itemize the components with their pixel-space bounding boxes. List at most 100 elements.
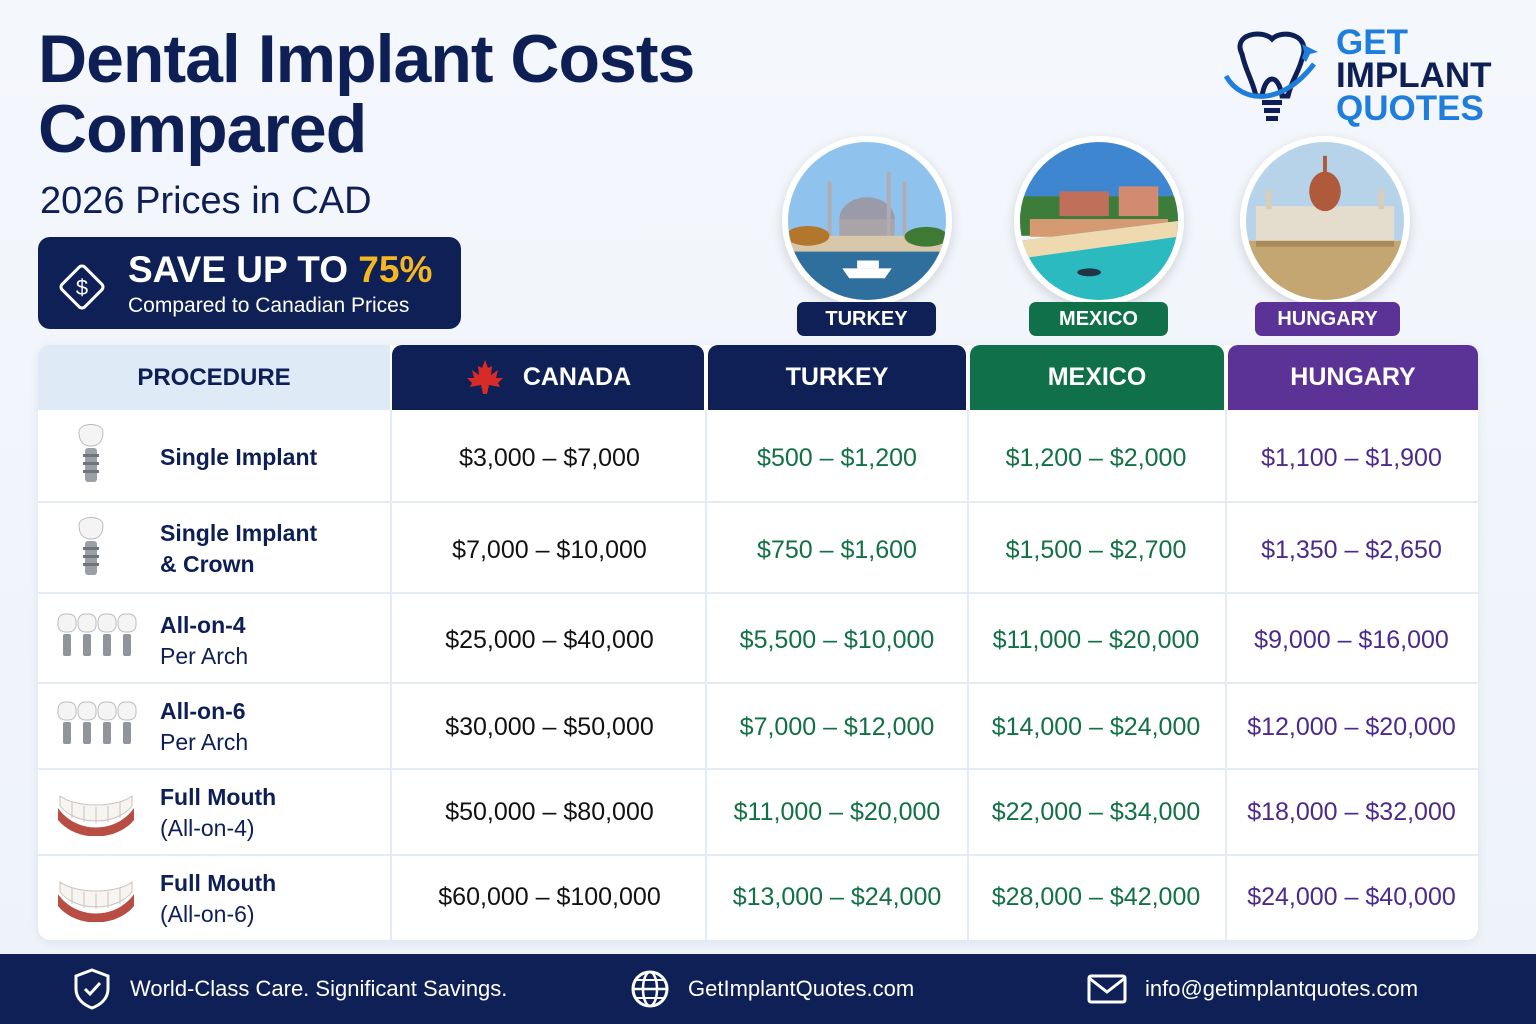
procedure-name: Full Mouth (All-on-6) — [160, 868, 276, 930]
hungary-price: $1,100 – $1,900 — [1261, 444, 1442, 472]
hungary-price: $1,350 – $2,650 — [1261, 536, 1442, 564]
turkey-photo — [782, 136, 952, 306]
canada-price: $60,000 – $100,000 — [438, 883, 661, 911]
procedure-title: All-on-4 — [160, 612, 246, 638]
turkey-header-label: TURKEY — [785, 363, 889, 391]
procedure-subtitle: & Crown — [160, 551, 255, 577]
procedure-name: All-on-4 Per Arch — [160, 610, 248, 672]
implant-crown-icon — [78, 517, 104, 575]
savings-percent: 75% — [358, 249, 433, 290]
title-line-1: Dental Implant Costs — [38, 21, 695, 97]
column-divider — [967, 410, 969, 940]
hungary-badge: HUNGARY — [1255, 302, 1400, 336]
turkey-price: $5,500 – $10,000 — [739, 626, 935, 654]
budapest-parliament-image — [1246, 142, 1404, 300]
mexico-price: $14,000 – $24,000 — [991, 713, 1201, 741]
logo-line-3: QUOTES — [1336, 89, 1484, 128]
procedure-title: Single Implant — [160, 444, 318, 470]
procedure-title: All-on-6 — [160, 698, 246, 724]
column-header-procedure: PROCEDURE — [38, 345, 390, 410]
globe-icon — [631, 970, 669, 1008]
canada-header-label: CANADA — [522, 363, 632, 391]
column-header-mexico: MEXICO — [970, 345, 1224, 410]
logo-line-2: IMPLANT — [1336, 56, 1492, 95]
hungary-photo — [1240, 136, 1410, 306]
savings-headline: SAVE UP TO 75% — [128, 249, 432, 291]
procedure-title: Full Mouth — [160, 784, 277, 810]
all-on-6-icon — [57, 701, 137, 744]
mexico-photo — [1014, 136, 1184, 306]
procedure-subtitle: Per Arch — [160, 729, 249, 755]
footer-tagline: World-Class Care. Significant Savings. — [72, 954, 507, 1024]
column-header-turkey: TURKEY — [708, 345, 966, 410]
column-divider — [390, 410, 392, 940]
row-divider — [38, 592, 1478, 594]
brand-logo[interactable]: GET IMPLANT QUOTES — [1222, 24, 1502, 134]
row-divider — [38, 768, 1478, 770]
row-divider — [38, 501, 1478, 503]
canada-price: $30,000 – $50,000 — [445, 713, 654, 741]
hungary-price: $18,000 – $32,000 — [1247, 798, 1456, 826]
column-divider — [705, 410, 707, 940]
tooth-plane-icon — [1223, 31, 1318, 121]
procedure-subtitle: (All-on-4) — [160, 815, 255, 841]
procedure-subtitle: (All-on-6) — [160, 901, 255, 927]
footer-email-link[interactable]: info@getimplantquotes.com — [1087, 954, 1418, 1024]
hungary-header-label: HUNGARY — [1290, 363, 1416, 391]
row-divider — [38, 682, 1478, 684]
mexico-price: $1,200 – $2,000 — [1005, 444, 1187, 472]
page-subtitle: 2026 Prices in CAD — [40, 180, 372, 222]
hungary-price: $12,000 – $20,000 — [1247, 713, 1456, 741]
table-row: Full Mouth (All-on-6) $60,000 – $100,000… — [38, 856, 1478, 940]
turkey-price: $11,000 – $20,000 — [733, 798, 941, 826]
hungary-price: $9,000 – $16,000 — [1254, 626, 1449, 654]
denture-icon — [58, 795, 134, 836]
single-implant-icon — [78, 424, 104, 482]
turkey-badge: TURKEY — [797, 302, 936, 336]
logo-text: GET IMPLANT QUOTES — [1336, 23, 1492, 128]
mexico-price: $1,500 – $2,700 — [1005, 536, 1187, 564]
procedure-title: Full Mouth — [160, 870, 277, 896]
email-text: info@getimplantquotes.com — [1145, 976, 1419, 1001]
turkey-price: $500 – $1,200 — [757, 444, 917, 472]
maple-leaf-icon — [466, 359, 503, 394]
procedure-header-label: PROCEDURE — [137, 363, 291, 391]
page-title: Dental Implant Costs Compared — [38, 21, 695, 167]
shield-check-icon — [74, 968, 110, 1010]
all-on-4-icon — [57, 613, 137, 656]
table-row: All-on-6 Per Arch $30,000 – $50,000 $7,0… — [38, 684, 1478, 770]
row-divider — [38, 854, 1478, 856]
table-row: Single Implant $3,000 – $7,000 $500 – $1… — [38, 410, 1478, 503]
envelope-icon — [1087, 974, 1127, 1004]
canada-price: $25,000 – $40,000 — [445, 626, 654, 654]
price-table — [38, 345, 1478, 940]
istanbul-mosque-image — [788, 142, 946, 300]
savings-caption: Compared to Canadian Prices — [128, 294, 410, 317]
canada-price: $7,000 – $10,000 — [452, 536, 647, 564]
logo-line-1: GET — [1336, 23, 1408, 62]
procedure-name: Full Mouth (All-on-4) — [160, 782, 276, 844]
procedure-title: Single Implant — [160, 520, 318, 546]
denture-icon — [58, 881, 134, 922]
column-header-canada: CANADA — [392, 345, 704, 410]
column-divider — [1225, 410, 1227, 940]
turkey-price: $13,000 – $24,000 — [732, 883, 942, 911]
canada-price: $3,000 – $7,000 — [459, 444, 640, 472]
turkey-price: $750 – $1,600 — [757, 536, 917, 564]
turkey-price: $7,000 – $12,000 — [739, 713, 935, 741]
procedure-name: Single Implant — [160, 442, 317, 473]
title-line-2: Compared — [38, 91, 367, 167]
tagline-text: World-Class Care. Significant Savings. — [130, 976, 508, 1001]
savings-banner: $ SAVE UP TO 75% Compared to Canadian Pr… — [38, 237, 461, 329]
mexico-price: $11,000 – $20,000 — [992, 626, 1200, 654]
procedure-subtitle: Per Arch — [160, 643, 249, 669]
procedure-name: Single Implant & Crown — [160, 518, 317, 580]
canada-price: $50,000 – $80,000 — [445, 798, 654, 826]
table-row: Full Mouth (All-on-4) $50,000 – $80,000 … — [38, 770, 1478, 856]
mexico-price: $22,000 – $34,000 — [991, 798, 1201, 826]
footer-website-link[interactable]: GetImplantQuotes.com — [630, 954, 914, 1024]
website-text: GetImplantQuotes.com — [688, 976, 915, 1001]
svg-text:$: $ — [76, 275, 88, 300]
savings-prefix: SAVE UP TO — [128, 249, 359, 290]
mexico-price: $28,000 – $42,000 — [991, 883, 1201, 911]
